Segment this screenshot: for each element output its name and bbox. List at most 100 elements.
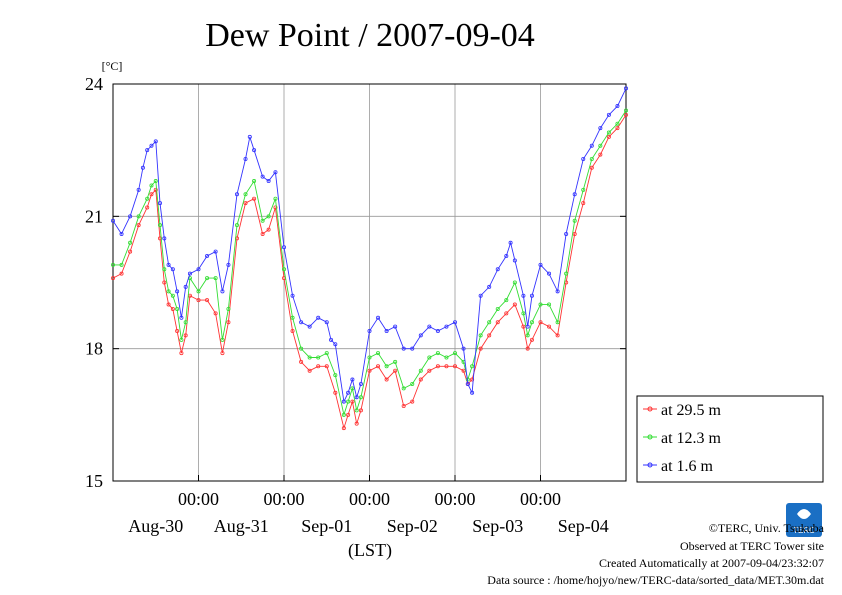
data-point bbox=[346, 390, 351, 395]
data-point bbox=[376, 315, 381, 320]
data-point bbox=[128, 249, 133, 254]
data-point bbox=[213, 276, 218, 281]
legend-label: at 12.3 m bbox=[661, 430, 722, 447]
data-point bbox=[512, 280, 517, 285]
data-point bbox=[281, 245, 286, 250]
data-point bbox=[145, 205, 150, 210]
data-point bbox=[521, 324, 526, 329]
data-point bbox=[444, 364, 449, 369]
created-credit: Created Automatically at 2007-09-04/23:3… bbox=[599, 556, 824, 570]
data-point bbox=[367, 329, 372, 334]
data-point bbox=[350, 377, 355, 382]
series-group bbox=[111, 86, 629, 431]
data-point bbox=[333, 342, 338, 347]
data-point bbox=[354, 421, 359, 426]
data-point bbox=[290, 329, 295, 334]
data-point bbox=[316, 315, 321, 320]
series-line bbox=[112, 88, 627, 404]
data-point bbox=[521, 311, 526, 316]
series-2 bbox=[111, 86, 629, 404]
data-point bbox=[581, 201, 586, 206]
data-point bbox=[427, 324, 432, 329]
data-point bbox=[333, 373, 338, 378]
data-point bbox=[581, 187, 586, 192]
data-point bbox=[358, 395, 363, 400]
data-point bbox=[495, 267, 500, 272]
data-point bbox=[136, 223, 141, 228]
data-point bbox=[358, 381, 363, 386]
data-point bbox=[418, 368, 423, 373]
data-point bbox=[243, 192, 248, 197]
data-point bbox=[299, 320, 304, 325]
x-time-label: 00:00 bbox=[263, 489, 304, 509]
data-point bbox=[166, 262, 171, 267]
data-point bbox=[234, 223, 239, 228]
data-point bbox=[384, 329, 389, 334]
data-point bbox=[525, 324, 530, 329]
data-point bbox=[324, 364, 329, 369]
data-point bbox=[329, 337, 334, 342]
data-point bbox=[247, 134, 252, 139]
data-point bbox=[179, 315, 184, 320]
data-point bbox=[555, 333, 560, 338]
data-point bbox=[341, 399, 346, 404]
data-point bbox=[213, 311, 218, 316]
data-point bbox=[234, 192, 239, 197]
data-point bbox=[572, 231, 577, 236]
data-point bbox=[273, 170, 278, 175]
data-point bbox=[252, 148, 257, 153]
data-point bbox=[564, 231, 569, 236]
data-point bbox=[252, 179, 257, 184]
data-point bbox=[393, 368, 398, 373]
data-point bbox=[504, 311, 509, 316]
source-credit: Data source : /home/hojyo/new/TERC-data/… bbox=[487, 573, 824, 587]
data-point bbox=[495, 320, 500, 325]
data-point bbox=[615, 126, 620, 131]
data-point bbox=[418, 377, 423, 382]
data-point bbox=[346, 399, 351, 404]
data-point bbox=[162, 267, 167, 272]
data-point bbox=[183, 333, 188, 338]
terc-logo: TERC bbox=[786, 503, 822, 537]
data-point bbox=[350, 386, 355, 391]
data-point bbox=[341, 426, 346, 431]
data-point bbox=[470, 390, 475, 395]
data-point bbox=[367, 368, 372, 373]
data-point bbox=[260, 174, 265, 179]
series-line bbox=[112, 114, 627, 430]
data-point bbox=[111, 218, 116, 223]
data-point bbox=[470, 364, 475, 369]
data-point bbox=[572, 218, 577, 223]
copyright-credit: ©TERC, Univ. Tsukuba bbox=[708, 521, 824, 535]
data-point bbox=[393, 359, 398, 364]
legend-swatch-marker bbox=[647, 462, 653, 468]
data-point bbox=[461, 368, 466, 373]
data-point bbox=[316, 364, 321, 369]
data-point bbox=[205, 276, 210, 281]
drop-icon bbox=[797, 509, 811, 519]
data-point bbox=[158, 223, 163, 228]
data-point bbox=[111, 262, 116, 267]
data-point bbox=[598, 143, 603, 148]
data-point bbox=[384, 377, 389, 382]
data-point bbox=[153, 187, 158, 192]
data-point bbox=[435, 329, 440, 334]
data-point bbox=[273, 205, 278, 210]
data-point bbox=[260, 231, 265, 236]
y-tick-label: 21 bbox=[85, 206, 103, 226]
x-time-label: 00:00 bbox=[434, 489, 475, 509]
data-point bbox=[196, 267, 201, 272]
data-point bbox=[606, 112, 611, 117]
data-point bbox=[487, 320, 492, 325]
data-point bbox=[564, 271, 569, 276]
data-point bbox=[555, 289, 560, 294]
data-point bbox=[495, 306, 500, 311]
data-point bbox=[166, 289, 171, 294]
data-point bbox=[316, 355, 321, 360]
data-point bbox=[226, 320, 231, 325]
data-point bbox=[512, 302, 517, 307]
x-day-label: Aug-31 bbox=[214, 516, 269, 536]
data-point bbox=[307, 355, 312, 360]
data-point bbox=[299, 346, 304, 351]
